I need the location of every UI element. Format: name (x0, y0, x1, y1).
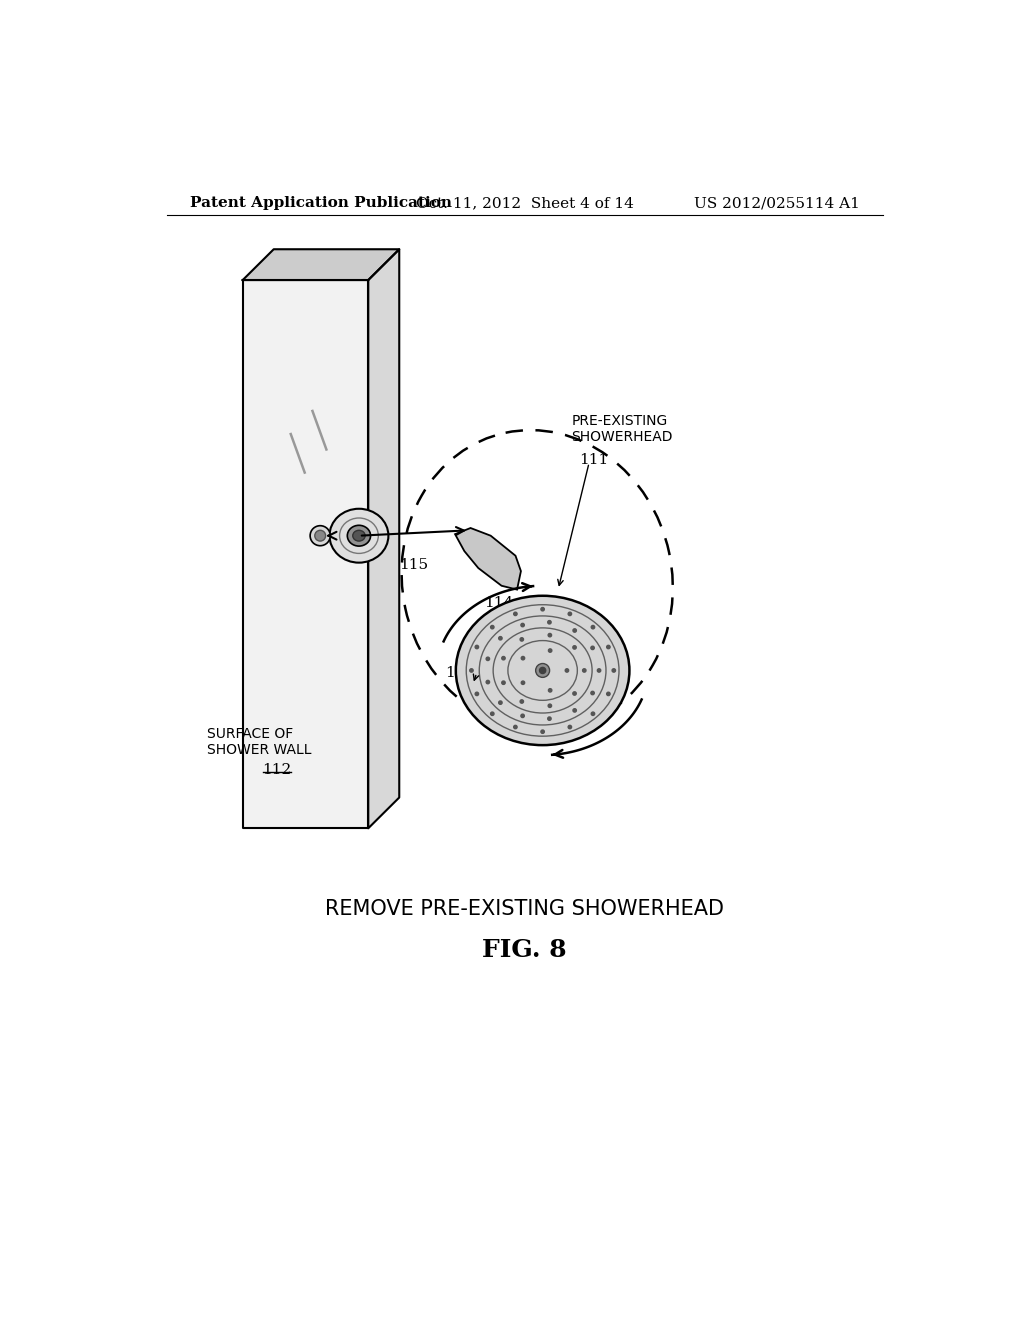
Text: 111: 111 (579, 453, 608, 467)
Polygon shape (243, 280, 369, 829)
Text: Oct. 11, 2012  Sheet 4 of 14: Oct. 11, 2012 Sheet 4 of 14 (416, 197, 634, 210)
Polygon shape (369, 249, 399, 829)
Text: 113: 113 (445, 665, 474, 680)
Circle shape (521, 656, 524, 660)
Circle shape (549, 689, 552, 692)
Circle shape (565, 669, 568, 672)
Circle shape (490, 711, 494, 715)
Circle shape (541, 607, 545, 611)
Circle shape (521, 714, 524, 718)
Circle shape (475, 645, 478, 648)
Text: PRE-EXISTING
SHOWERHEAD: PRE-EXISTING SHOWERHEAD (571, 414, 673, 445)
Ellipse shape (352, 531, 366, 541)
Circle shape (470, 669, 473, 672)
Ellipse shape (456, 595, 630, 744)
Circle shape (548, 634, 552, 636)
Polygon shape (243, 249, 399, 280)
Text: FIG. 8: FIG. 8 (482, 939, 567, 962)
Circle shape (536, 664, 550, 677)
Text: 115: 115 (399, 558, 428, 572)
Circle shape (314, 531, 326, 541)
Circle shape (502, 656, 505, 660)
Circle shape (521, 681, 524, 685)
Circle shape (490, 626, 494, 628)
Circle shape (606, 692, 610, 696)
Circle shape (548, 704, 552, 708)
Polygon shape (455, 528, 521, 590)
Circle shape (591, 626, 595, 628)
Circle shape (520, 700, 523, 704)
Circle shape (499, 701, 502, 705)
Ellipse shape (330, 508, 388, 562)
Circle shape (572, 645, 577, 649)
Circle shape (612, 669, 615, 672)
Circle shape (548, 717, 551, 721)
Circle shape (540, 668, 546, 673)
Circle shape (499, 636, 502, 640)
Circle shape (591, 711, 595, 715)
Circle shape (475, 692, 478, 696)
Text: US 2012/0255114 A1: US 2012/0255114 A1 (693, 197, 859, 210)
Circle shape (549, 649, 552, 652)
Text: Patent Application Publication: Patent Application Publication (190, 197, 452, 210)
Text: REMOVE PRE-EXISTING SHOWERHEAD: REMOVE PRE-EXISTING SHOWERHEAD (326, 899, 724, 919)
Circle shape (606, 645, 610, 648)
Circle shape (486, 657, 489, 660)
Text: SURFACE OF
SHOWER WALL: SURFACE OF SHOWER WALL (207, 726, 311, 756)
Circle shape (573, 628, 577, 632)
Circle shape (548, 620, 551, 624)
Text: 114: 114 (484, 597, 514, 610)
Circle shape (502, 681, 505, 684)
Circle shape (568, 725, 571, 729)
Circle shape (541, 730, 545, 734)
Circle shape (521, 623, 524, 627)
Text: 112: 112 (262, 763, 292, 777)
Circle shape (486, 680, 489, 684)
Ellipse shape (347, 525, 371, 546)
Circle shape (591, 692, 594, 694)
Circle shape (514, 612, 517, 615)
Circle shape (583, 669, 586, 672)
Circle shape (597, 669, 601, 672)
Circle shape (568, 612, 571, 615)
Circle shape (573, 709, 577, 711)
Circle shape (572, 692, 577, 696)
Circle shape (520, 638, 523, 642)
Circle shape (514, 725, 517, 729)
Circle shape (310, 525, 331, 545)
Circle shape (591, 647, 594, 649)
